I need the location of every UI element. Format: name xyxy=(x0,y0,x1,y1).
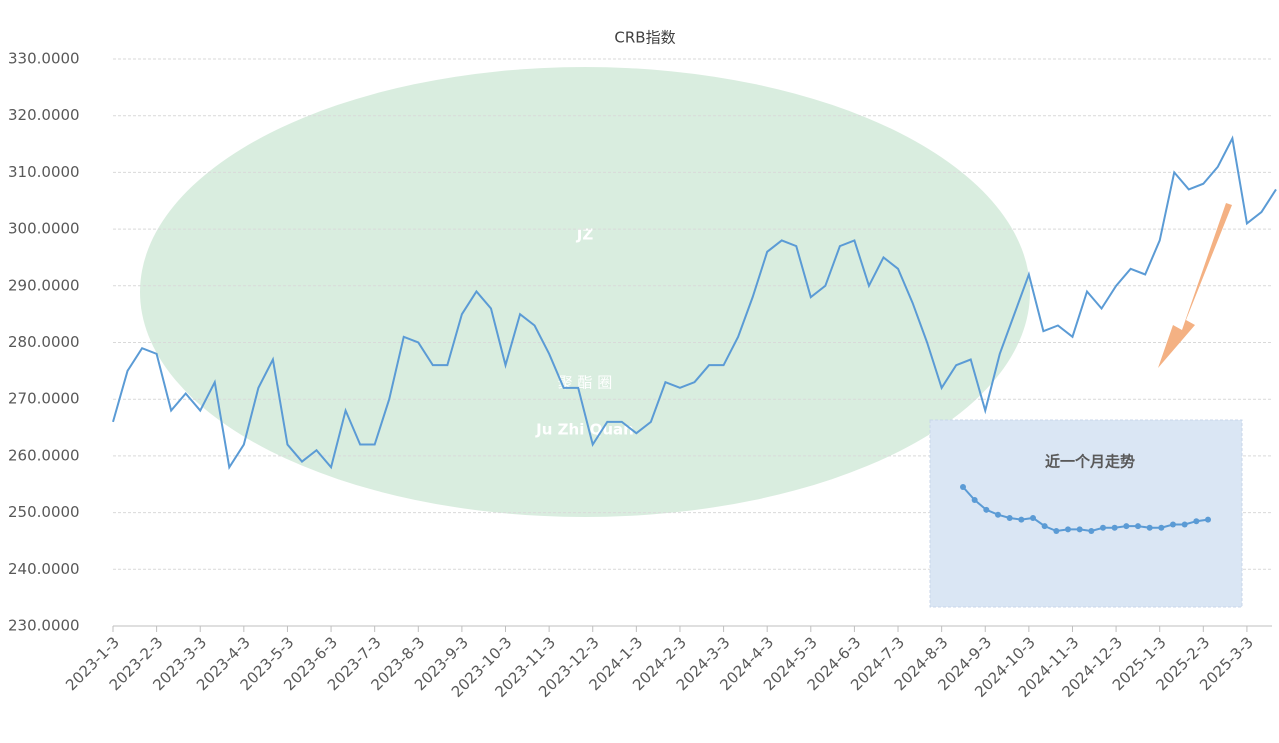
arrow xyxy=(1158,203,1232,368)
point xyxy=(1053,528,1060,534)
point xyxy=(1170,521,1176,528)
y-tick-label: 230.0000 xyxy=(8,617,80,635)
point xyxy=(983,506,990,513)
point xyxy=(1041,523,1048,530)
point xyxy=(1088,528,1095,534)
watermark-latin: Ju Zhi Quan xyxy=(535,421,634,439)
chart-title: CRB指数 xyxy=(614,29,675,47)
y-tick-label: 260.0000 xyxy=(8,446,80,464)
y-tick-label: 240.0000 xyxy=(8,560,80,578)
y-tick-label: 280.0000 xyxy=(8,333,80,351)
y-tick-label: 320.0000 xyxy=(8,106,80,124)
point xyxy=(1065,526,1071,533)
series-line xyxy=(112,135,1277,470)
series-line xyxy=(962,486,1209,533)
point xyxy=(1076,526,1083,533)
point xyxy=(1181,521,1188,528)
y-tick-label: 270.0000 xyxy=(8,390,80,408)
y-tick-label: 290.0000 xyxy=(8,276,80,294)
y-tick-label: 310.0000 xyxy=(8,163,80,181)
point xyxy=(1193,518,1200,525)
point xyxy=(1158,524,1165,531)
point xyxy=(1006,514,1013,521)
point xyxy=(1135,523,1141,530)
point xyxy=(1123,523,1130,530)
point xyxy=(995,511,1001,518)
point xyxy=(960,484,966,490)
y-tick-label: 250.0000 xyxy=(8,503,80,521)
watermark-logo: JZ xyxy=(576,226,594,244)
point xyxy=(971,497,978,504)
point xyxy=(1205,516,1211,523)
point xyxy=(1030,514,1036,521)
inset-title: 近一个月走势 xyxy=(1045,453,1135,471)
point xyxy=(1018,516,1025,523)
point xyxy=(1146,524,1153,531)
point xyxy=(1111,524,1118,531)
y-tick-label: 300.0000 xyxy=(8,220,80,238)
point xyxy=(1100,524,1106,531)
inset-box xyxy=(929,419,1243,608)
y-tick-label: 330.0000 xyxy=(8,50,80,68)
watermark-ellipse xyxy=(140,67,1030,517)
